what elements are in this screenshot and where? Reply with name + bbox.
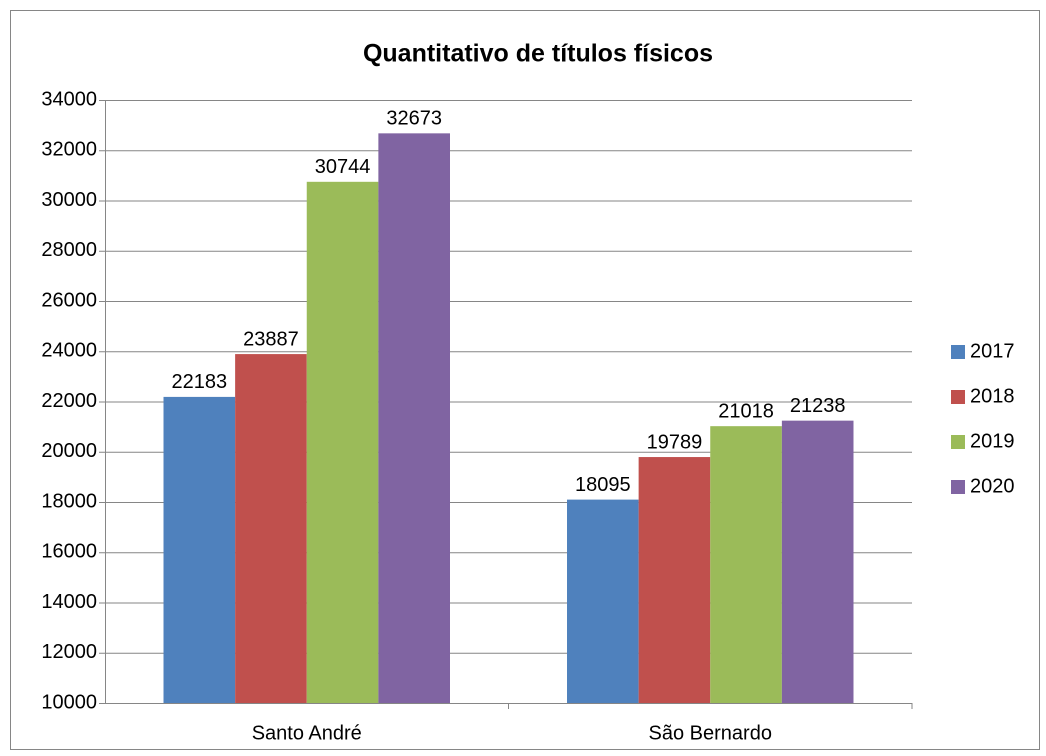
y-tick-label: 34000 — [41, 88, 97, 110]
data-label: 23887 — [243, 328, 299, 350]
legend-label: 2019 — [970, 430, 1015, 452]
y-tick-label: 30000 — [41, 189, 97, 211]
bar — [378, 133, 450, 703]
bar — [710, 426, 782, 703]
data-label: 32673 — [386, 108, 442, 130]
y-tick-label: 32000 — [41, 139, 97, 161]
data-label: 21238 — [790, 395, 846, 417]
y-tick-label: 10000 — [41, 691, 97, 713]
legend-label: 2018 — [970, 385, 1015, 407]
data-label: 19789 — [647, 431, 703, 453]
legend-swatch — [951, 435, 965, 449]
y-tick-label: 24000 — [41, 340, 97, 362]
legend-swatch — [951, 480, 965, 494]
data-label: 18095 — [575, 474, 631, 496]
legend-swatch — [951, 345, 965, 359]
chart-title: Quantitativo de títulos físicos — [363, 40, 713, 68]
bar — [235, 354, 307, 703]
legend-label: 2017 — [970, 340, 1015, 362]
y-tick-label: 14000 — [41, 591, 97, 613]
y-tick-label: 28000 — [41, 239, 97, 261]
bar — [306, 181, 379, 703]
y-tick-label: 12000 — [41, 641, 97, 663]
data-label: 21018 — [718, 400, 774, 422]
legend-swatch — [951, 390, 965, 404]
data-label: 22183 — [172, 371, 228, 393]
bar — [163, 396, 236, 703]
y-tick-label: 22000 — [41, 390, 97, 412]
bar — [638, 457, 711, 703]
x-tick-label: São Bernardo — [649, 722, 772, 744]
x-tick-label: Santo André — [252, 722, 362, 744]
y-tick-label: 18000 — [41, 490, 97, 512]
bar — [567, 499, 639, 703]
data-label: 30744 — [315, 156, 371, 178]
legend-label: 2020 — [970, 475, 1015, 497]
y-tick-label: 26000 — [41, 289, 97, 311]
y-tick-label: 16000 — [41, 541, 97, 563]
y-tick-label: 20000 — [41, 440, 97, 462]
bar — [781, 420, 854, 703]
